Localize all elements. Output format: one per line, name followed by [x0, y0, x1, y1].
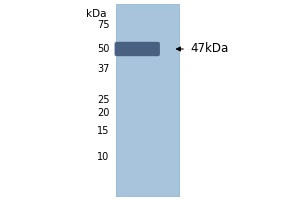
FancyBboxPatch shape — [115, 42, 160, 56]
Text: 10: 10 — [97, 152, 110, 162]
Bar — [116, 4, 178, 196]
Text: 47kDa: 47kDa — [190, 43, 229, 55]
Text: 25: 25 — [97, 95, 110, 105]
Text: kDa: kDa — [86, 9, 106, 19]
Text: 75: 75 — [97, 20, 110, 30]
Text: 37: 37 — [97, 64, 110, 74]
Text: 50: 50 — [97, 44, 110, 54]
Text: 20: 20 — [97, 108, 110, 118]
Text: 15: 15 — [97, 126, 110, 136]
